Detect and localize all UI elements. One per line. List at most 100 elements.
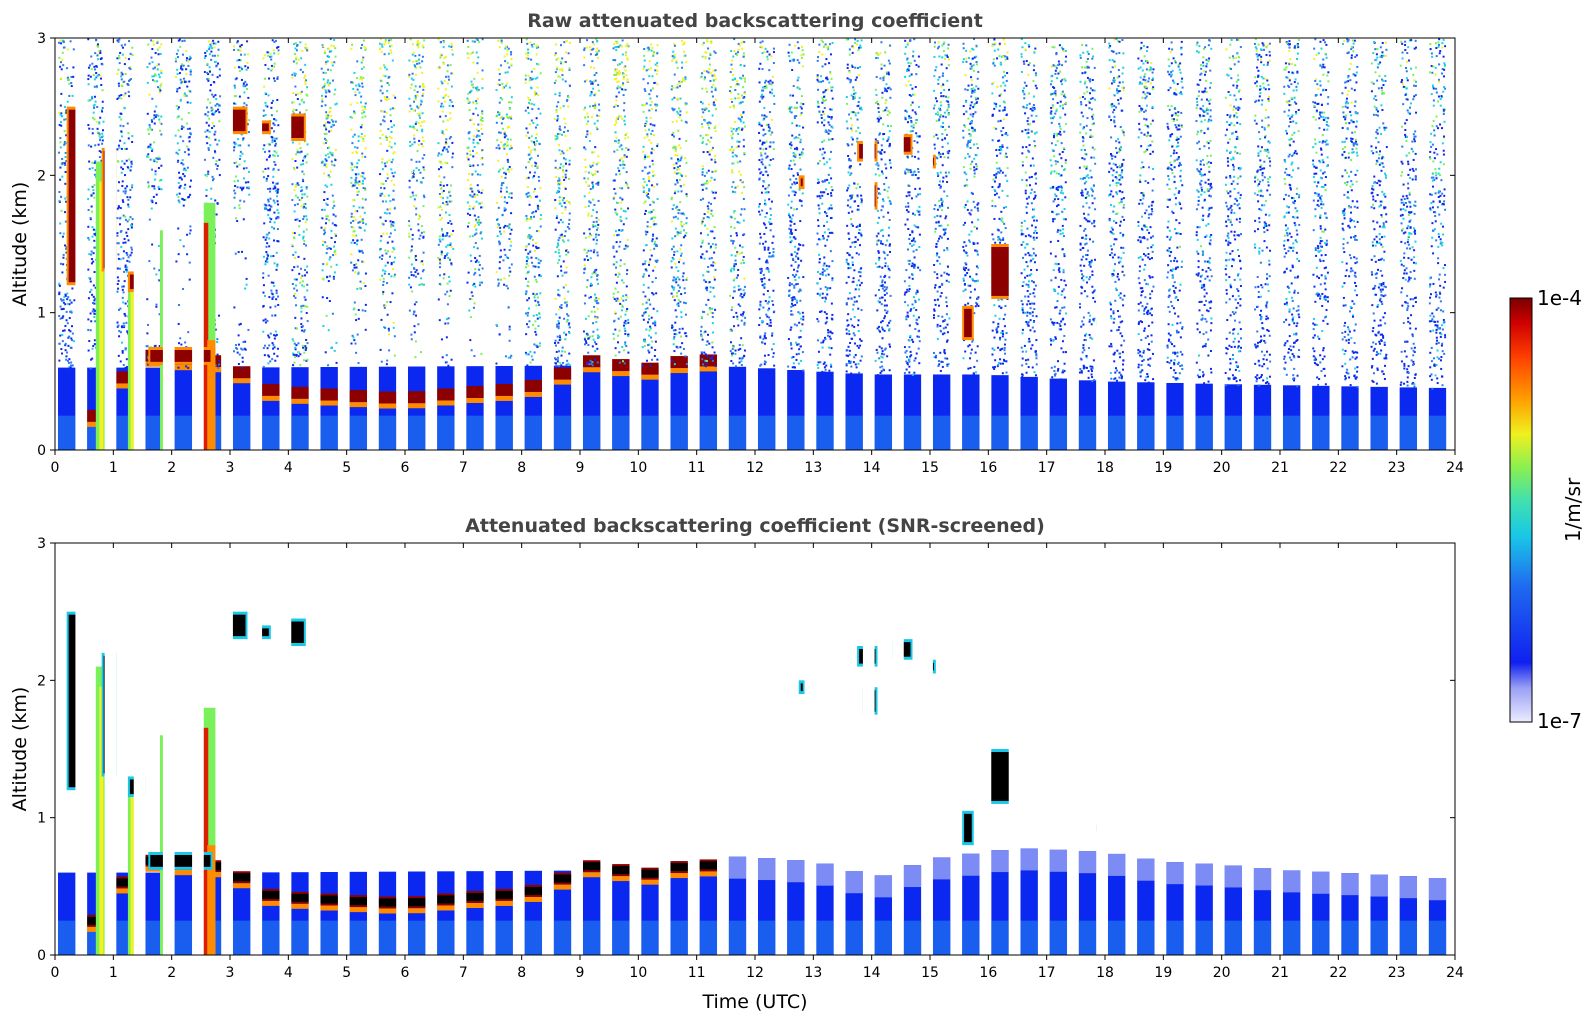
raw-noise-pixel [450, 101, 453, 104]
raw-noise-pixel [388, 329, 391, 332]
raw-noise-pixel [304, 43, 307, 46]
raw-noise-pixel [438, 175, 441, 178]
raw-noise-pixel [240, 188, 243, 191]
raw-noise-pixel [87, 198, 90, 201]
raw-noise-pixel [358, 206, 361, 209]
raw-noise-pixel [615, 77, 618, 80]
raw-noise-pixel [182, 204, 185, 207]
raw-noise-pixel [654, 324, 657, 327]
raw-noise-pixel [532, 323, 535, 326]
raw-noise-pixel [390, 161, 393, 164]
raw-noise-pixel [362, 140, 365, 143]
raw-noise-pixel [701, 173, 704, 176]
raw-noise-pixel [564, 338, 567, 341]
raw-noise-pixel [589, 80, 592, 83]
raw-noise-pixel [623, 163, 626, 166]
raw-noise-pixel [360, 182, 363, 185]
raw-noise-pixel [442, 133, 445, 136]
raw-noise-pixel [448, 214, 451, 217]
raw-noise-pixel [497, 111, 500, 114]
raw-noise-pixel [239, 155, 242, 158]
raw-noise-pixel [303, 156, 306, 159]
raw-noise-pixel [294, 346, 297, 349]
raw-noise-pixel [264, 263, 267, 266]
raw-noise-pixel [561, 221, 564, 224]
raw-noise-pixel [189, 185, 192, 188]
raw-noise-pixel [615, 266, 618, 269]
raw-noise-pixel [185, 59, 188, 62]
raw-noise-pixel [557, 101, 560, 104]
raw-noise-pixel [334, 159, 337, 162]
raw-noise-pixel [155, 273, 158, 276]
raw-noise-pixel [507, 168, 510, 171]
raw-noise-pixel [527, 311, 530, 314]
raw-noise-pixel [272, 187, 275, 190]
raw-noise-pixel [58, 111, 61, 114]
raw-noise-pixel [64, 105, 67, 108]
raw-noise-pixel [701, 55, 704, 58]
raw-noise-pixel [122, 364, 125, 367]
raw-noise-pixel [451, 156, 454, 159]
raw-noise-pixel [121, 180, 124, 183]
raw-noise-pixel [498, 73, 501, 76]
raw-noise-pixel [446, 119, 449, 122]
raw-noise-pixel [596, 361, 599, 364]
raw-noise-pixel [208, 53, 211, 56]
raw-noise-pixel [334, 234, 337, 237]
raw-noise-pixel [593, 310, 596, 313]
raw-noise-pixel [644, 295, 647, 298]
raw-surface-layer [524, 415, 543, 450]
raw-noise-pixel [557, 57, 560, 60]
raw-noise-pixel [262, 284, 265, 287]
raw-noise-pixel [325, 91, 328, 94]
raw-noise-pixel [59, 317, 62, 320]
raw-noise-pixel [91, 235, 94, 238]
raw-noise-pixel [330, 347, 333, 350]
raw-noise-pixel [618, 159, 621, 162]
raw-noise-pixel [293, 108, 296, 111]
raw-noise-pixel [447, 317, 450, 320]
raw-noise-pixel [323, 191, 326, 194]
raw-noise-pixel [388, 144, 391, 147]
raw-noise-pixel [207, 147, 210, 150]
raw-noise-pixel [415, 179, 418, 182]
raw-bl-top [553, 367, 572, 380]
raw-noise-pixel [351, 234, 354, 237]
raw-noise-pixel [267, 362, 270, 365]
raw-noise-pixel [276, 200, 279, 203]
raw-noise-pixel [466, 201, 469, 204]
raw-noise-pixel [451, 53, 454, 56]
raw-noise-pixel [394, 96, 397, 99]
raw-noise-pixel [323, 208, 326, 211]
raw-noise-pixel [620, 207, 623, 210]
raw-noise-pixel [672, 258, 675, 261]
raw-noise-pixel [247, 144, 250, 147]
raw-noise-pixel [239, 322, 242, 325]
raw-noise-pixel [274, 190, 277, 193]
raw-noise-pixel [501, 214, 504, 217]
raw-noise-pixel [642, 283, 645, 286]
raw-noise-pixel [619, 259, 622, 262]
raw-noise-pixel [619, 164, 622, 167]
raw-noise-pixel [528, 98, 531, 101]
raw-noise-pixel [702, 363, 705, 366]
raw-noise-pixel [269, 190, 272, 193]
raw-noise-pixel [594, 315, 597, 318]
raw-noise-pixel [591, 187, 594, 190]
raw-noise-pixel [218, 158, 221, 161]
raw-noise-pixel [612, 246, 615, 249]
raw-noise-pixel [91, 302, 94, 305]
raw-noise-pixel [413, 109, 416, 112]
raw-noise-pixel [467, 56, 470, 59]
raw-noise-pixel [673, 253, 676, 256]
raw-noise-pixel [216, 338, 219, 341]
raw-noise-pixel [415, 314, 418, 317]
raw-noise-pixel [470, 291, 473, 294]
raw-noise-pixel [583, 248, 586, 251]
raw-noise-pixel [98, 133, 101, 136]
raw-noise-pixel [238, 204, 241, 207]
raw-noise-pixel [234, 102, 237, 105]
raw-noise-pixel [413, 267, 416, 270]
raw-noise-pixel [535, 344, 538, 347]
raw-noise-pixel [153, 141, 156, 144]
